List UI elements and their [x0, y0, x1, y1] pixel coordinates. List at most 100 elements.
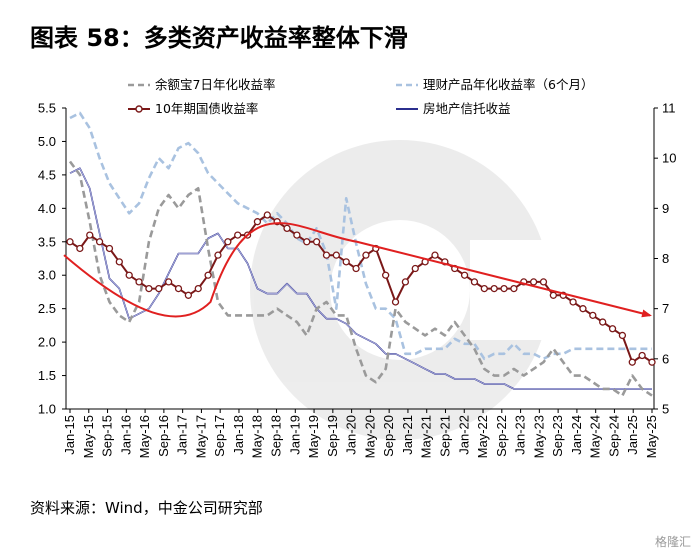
series-4 — [63, 222, 652, 318]
left-tick-label: 1.0 — [38, 402, 56, 417]
data-point — [648, 358, 656, 366]
data-point — [608, 325, 617, 333]
right-tick-label: 7 — [662, 301, 669, 316]
data-point — [164, 278, 173, 286]
data-point — [549, 291, 558, 299]
x-tick-label: May-17 — [193, 415, 208, 458]
series-2 — [66, 211, 656, 366]
right-tick-label: 8 — [662, 251, 669, 266]
x-tick-label: May-15 — [81, 415, 96, 458]
data-point — [76, 244, 84, 253]
left-tick-label: 4.0 — [38, 201, 56, 216]
plot-area — [63, 111, 656, 397]
x-tick-label: Jan-25 — [625, 415, 640, 455]
right-tick-label: 6 — [662, 351, 669, 366]
data-point — [490, 284, 498, 293]
data-point — [95, 238, 104, 246]
left-tick-label: 1.5 — [38, 368, 56, 383]
data-point — [510, 284, 518, 293]
data-point — [332, 251, 340, 259]
x-tick-label: Jan-20 — [344, 415, 359, 455]
data-point — [539, 278, 548, 286]
data-point — [362, 251, 370, 259]
data-point — [312, 238, 321, 246]
series-line — [68, 160, 653, 397]
x-tick-label: Jan-18 — [231, 415, 246, 455]
x-tick-label: Jan-15 — [62, 415, 77, 455]
data-point — [303, 238, 311, 246]
data-point — [411, 264, 419, 273]
data-point — [529, 278, 538, 286]
x-tick-label: Sep-23 — [550, 415, 565, 457]
legend-item-0: 余额宝7日年化收益率 — [128, 77, 275, 92]
data-point — [283, 224, 291, 233]
data-point — [234, 231, 242, 239]
left-tick-label: 2.0 — [38, 335, 56, 350]
x-tick-label: May-19 — [306, 415, 321, 458]
x-tick-label: May-23 — [531, 415, 546, 458]
watermark-text: 格隆汇 — [654, 535, 691, 549]
data-point — [224, 238, 232, 246]
chart-title: 图表 58：多类资产收益率整体下滑 — [30, 24, 408, 52]
data-point — [342, 258, 350, 266]
left-tick-label: 2.5 — [38, 301, 56, 316]
legend-item-1: 理财产品年化收益率（6个月） — [396, 77, 593, 92]
data-point — [125, 271, 133, 279]
watermark-logo — [250, 140, 590, 440]
right-tick-label: 11 — [662, 101, 676, 116]
data-point — [599, 318, 607, 326]
x-tick-label: Jan-23 — [513, 415, 528, 455]
x-tick-label: May-21 — [419, 415, 434, 458]
data-point — [480, 284, 488, 293]
data-point — [460, 271, 469, 279]
right-y-axis: 5 6 7 8 9 10 11 — [654, 101, 676, 417]
data-point — [184, 291, 193, 299]
data-point — [145, 284, 153, 293]
x-tick-label: Jan-16 — [118, 415, 133, 455]
data-point — [174, 284, 183, 293]
data-point — [263, 211, 271, 219]
x-tick-label: Jan-17 — [175, 415, 190, 455]
x-tick-label: May-18 — [250, 415, 265, 458]
series-3 — [69, 167, 652, 390]
x-tick-label: May-16 — [137, 415, 152, 458]
data-point — [194, 284, 202, 293]
legend: 余额宝7日年化收益率 理财产品年化收益率（6个月） 10年期国债收益率 房地产信… — [128, 77, 593, 116]
left-y-axis: 1.0 1.5 2.0 2.5 3.0 3.5 4.0 4.5 5.0 5.5 — [38, 101, 66, 417]
x-tick-label: Sep-15 — [100, 415, 115, 457]
x-tick-label: Sep-16 — [156, 415, 171, 457]
x-tick-label: May-24 — [588, 415, 603, 458]
legend-label-3: 房地产信托收益 — [423, 101, 511, 116]
source-note: 资料来源：Wind，中金公司研究部 — [30, 499, 263, 517]
left-tick-label: 4.5 — [38, 167, 56, 182]
series-line-highlight — [69, 167, 652, 390]
right-tick-label: 9 — [662, 201, 669, 216]
legend-item-3: 房地产信托收益 — [396, 101, 511, 116]
x-tick-label: May-22 — [475, 415, 490, 458]
legend-label-0: 余额宝7日年化收益率 — [155, 77, 275, 92]
x-tick-label: Jan-24 — [569, 415, 584, 455]
x-tick-label: Sep-24 — [606, 415, 621, 457]
x-tick-label: May-20 — [362, 415, 377, 458]
data-point — [431, 251, 439, 259]
x-tick-label: Sep-22 — [494, 415, 509, 457]
data-point — [401, 278, 410, 286]
data-point — [638, 351, 646, 360]
left-tick-label: 5.5 — [38, 101, 56, 116]
data-point — [204, 271, 212, 279]
data-point — [500, 284, 508, 293]
data-point — [135, 278, 143, 286]
data-point — [382, 271, 390, 279]
x-tick-label: Sep-20 — [381, 415, 396, 457]
data-point — [293, 231, 301, 239]
data-point — [352, 264, 360, 273]
x-tick-label: Jan-22 — [456, 415, 471, 455]
x-tick-label: Jan-19 — [287, 415, 302, 455]
x-tick-label: Jan-21 — [400, 415, 415, 455]
data-point — [155, 284, 163, 293]
legend-item-2: 10年期国债收益率 — [128, 101, 258, 116]
x-tick-label: Sep-21 — [437, 415, 452, 457]
right-tick-label: 5 — [662, 402, 669, 417]
data-point — [66, 238, 74, 246]
